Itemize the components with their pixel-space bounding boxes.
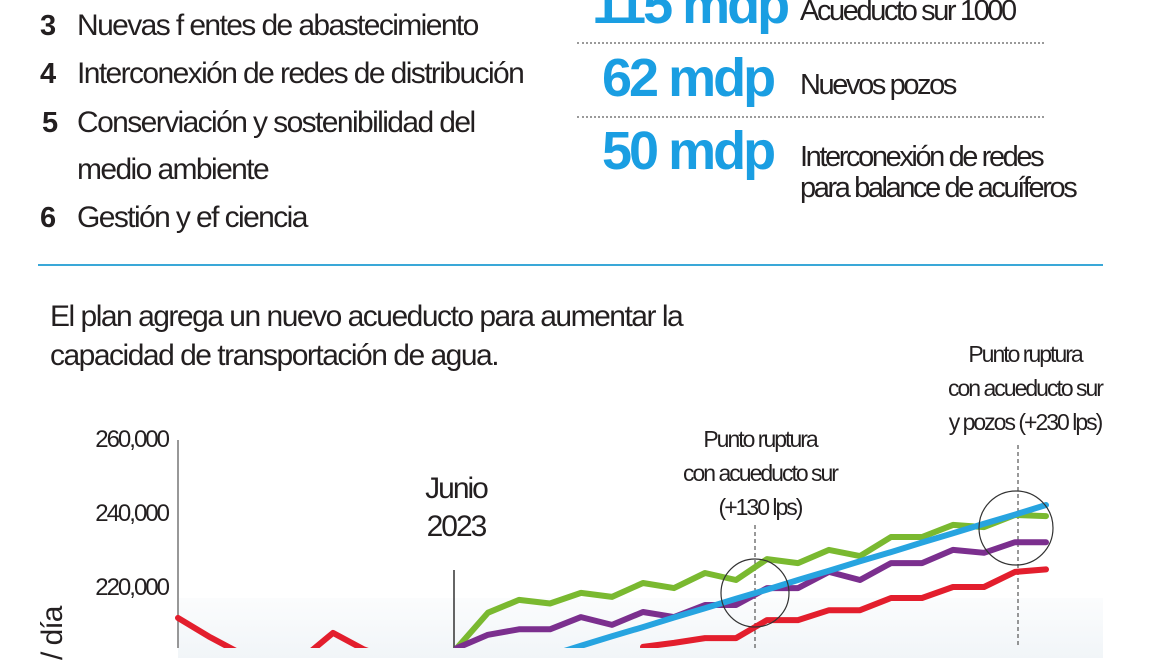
list-item-text: Conserviación y sostenibilidad del — [77, 106, 476, 139]
y-tick-label: 220,000 — [95, 574, 170, 601]
break-point-1-circle — [720, 558, 790, 628]
series-line-1 — [454, 512, 1049, 648]
subtitle-line: El plan agrega un nuevo acueducto para a… — [50, 300, 684, 333]
series-line-0 — [175, 614, 369, 648]
list-item-text: Nuevas f entes de abastecimiento — [77, 9, 479, 42]
series-line-3 — [563, 502, 1049, 648]
investment-amount: 115 mdp — [592, 0, 790, 35]
investment-desc: Acueducto sur 1000 — [800, 0, 1017, 27]
list-item-text: Gestión y ef ciencia — [77, 201, 308, 234]
break-point-2-circle — [978, 490, 1054, 566]
investment-desc: Interconexión de redes — [800, 141, 1045, 173]
annotation-line: Punto ruptura — [968, 341, 1083, 367]
list-number: 6 — [40, 202, 57, 234]
list-item-text: Interconexión de redes de distribución — [77, 57, 525, 90]
y-tick-label: 240,000 — [95, 500, 170, 527]
section-rule — [38, 264, 1103, 266]
investment-desc: Nuevos pozos — [800, 69, 957, 101]
annotation-line: con acueducto sur — [683, 460, 839, 486]
investment-amount: 50 mdp — [602, 121, 776, 181]
annotation-line: con acueducto sur — [948, 375, 1104, 401]
annotation-line: Punto ruptura — [703, 426, 818, 452]
divider — [577, 116, 1044, 118]
series-line-0 — [640, 566, 1049, 648]
divider — [577, 42, 1044, 44]
annotation-line: y pozos (+230 lps) — [948, 409, 1104, 435]
list-item-text: medio ambiente — [77, 153, 270, 186]
subtitle-line: capacidad de transportación de agua. — [50, 339, 500, 372]
list-number: 3 — [40, 10, 57, 42]
marker-label-month: Junio — [425, 472, 489, 505]
investment-desc: para balance de acuíferos — [800, 172, 1078, 204]
list-number: 4 — [40, 58, 57, 90]
annotation-line: (+130 lps) — [718, 494, 804, 520]
investment-amount: 62 mdp — [602, 48, 776, 108]
marker-label: Junio 2023 — [406, 470, 506, 546]
list-number: 5 — [42, 107, 59, 139]
annotation-break-point-1: Punto ruptura con acueducto sur (+130 lp… — [660, 422, 860, 524]
marker-label-year: 2023 — [426, 510, 488, 543]
y-tick-label: 260,000 — [95, 426, 170, 453]
y-axis-label: / día — [36, 606, 69, 660]
annotation-break-point-2: Punto ruptura con acueducto sur y pozos … — [915, 337, 1135, 439]
